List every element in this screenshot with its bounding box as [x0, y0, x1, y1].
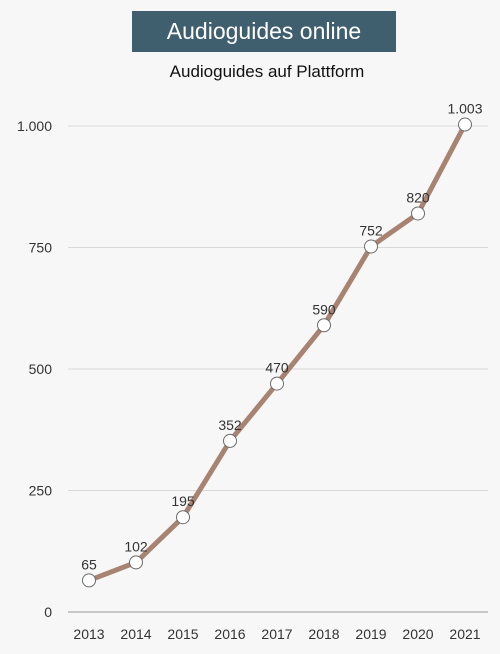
- x-tick-label: 2021: [449, 626, 480, 642]
- data-label: 590: [312, 301, 336, 317]
- y-tick-label: 250: [29, 483, 53, 499]
- data-point: [176, 510, 190, 525]
- data-point: [270, 376, 284, 391]
- chart-subtitle: Audioguides auf Plattform: [169, 62, 365, 81]
- data-label: 195: [171, 493, 195, 509]
- x-tick-label: 2014: [120, 626, 151, 642]
- x-tick-label: 2015: [167, 626, 198, 642]
- y-tick-label: 1.000: [17, 118, 52, 134]
- chart-title-banner: Audioguides online: [132, 11, 396, 52]
- data-point: [317, 318, 331, 333]
- data-point: [458, 117, 472, 132]
- data-point: [129, 555, 143, 570]
- x-axis: 2013 2014 2015 2016 2017 2018 2019 2020 2021: [73, 626, 480, 642]
- x-tick-label: 2019: [355, 626, 386, 642]
- gridlines: [68, 125, 488, 613]
- series-line-group: [82, 117, 472, 588]
- data-point: [411, 206, 425, 221]
- data-label: 820: [406, 189, 430, 205]
- data-label: 1.003: [447, 101, 482, 117]
- data-point: [82, 573, 96, 588]
- data-label: 102: [124, 538, 148, 554]
- data-label: 470: [265, 360, 289, 376]
- y-axis: 0 250 500 750 1.000: [17, 118, 52, 620]
- data-label: 352: [218, 417, 242, 433]
- data-point: [223, 433, 237, 448]
- y-tick-label: 750: [29, 240, 53, 256]
- y-tick-label: 500: [29, 361, 53, 377]
- chart-title: Audioguides online: [166, 18, 362, 44]
- data-point: [364, 239, 378, 254]
- x-tick-label: 2020: [402, 626, 433, 642]
- x-tick-label: 2017: [261, 626, 292, 642]
- y-tick-label: 0: [44, 604, 52, 620]
- x-tick-label: 2013: [73, 626, 104, 642]
- x-tick-label: 2018: [308, 626, 339, 642]
- data-label: 65: [81, 556, 97, 572]
- data-label-group: 65 102 195 352 470 590 752 820 1.003: [81, 101, 483, 573]
- data-label: 752: [359, 223, 383, 239]
- x-tick-label: 2016: [214, 626, 245, 642]
